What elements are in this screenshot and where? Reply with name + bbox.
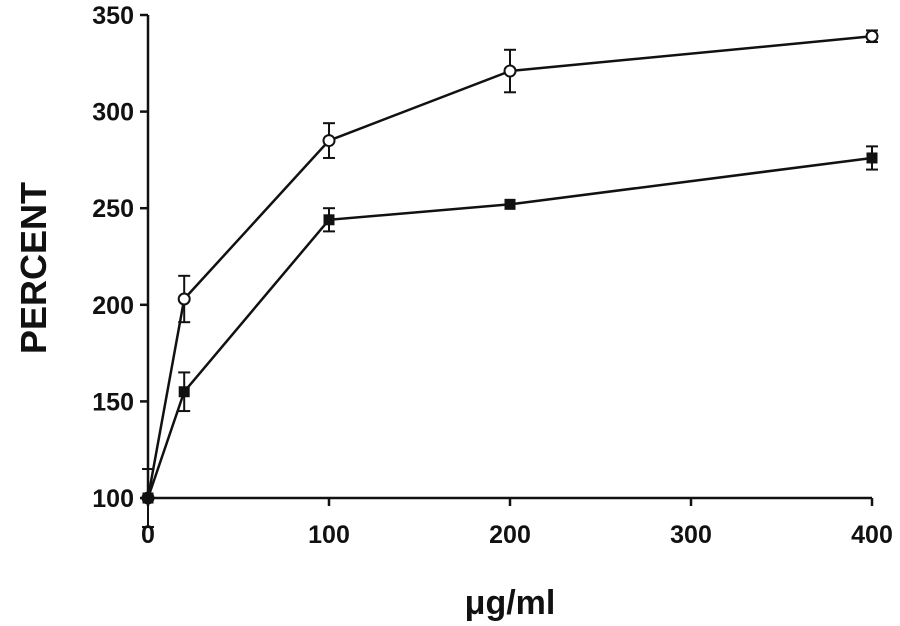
x-tick-label: 200 <box>489 521 531 549</box>
x-axis-title: μg/ml <box>465 584 556 622</box>
x-tick-label: 400 <box>851 521 893 549</box>
series-2 <box>142 145 878 504</box>
y-tick-label: 200 <box>92 292 134 320</box>
series-1 <box>141 29 879 528</box>
data-point-filled-square <box>504 198 516 210</box>
y-axis-title: PERCENT <box>13 182 54 354</box>
x-tick-label: 100 <box>308 521 350 549</box>
data-point-filled-square <box>142 492 154 504</box>
data-point-open-circle <box>865 29 879 43</box>
y-tick-label: 150 <box>92 388 134 416</box>
data-point-filled-square <box>866 152 878 164</box>
data-point-filled-square <box>323 214 335 226</box>
data-point-open-circle <box>503 64 517 78</box>
y-tick-label: 300 <box>92 99 134 127</box>
series-layer <box>141 29 879 528</box>
y-axis-ticks: 100 150 200 250 300 350 <box>92 2 148 513</box>
x-axis-ticks: 0 100 200 300 400 <box>141 498 893 549</box>
y-tick-label: 350 <box>92 2 134 30</box>
y-tick-label: 250 <box>92 195 134 223</box>
series-line <box>146 35 873 499</box>
data-point-filled-square <box>178 386 190 398</box>
data-point-open-circle <box>322 134 336 148</box>
x-tick-label: 300 <box>670 521 712 549</box>
x-tick-label: 0 <box>141 521 155 549</box>
y-tick-label: 100 <box>92 485 134 513</box>
data-point-open-circle <box>177 292 191 306</box>
